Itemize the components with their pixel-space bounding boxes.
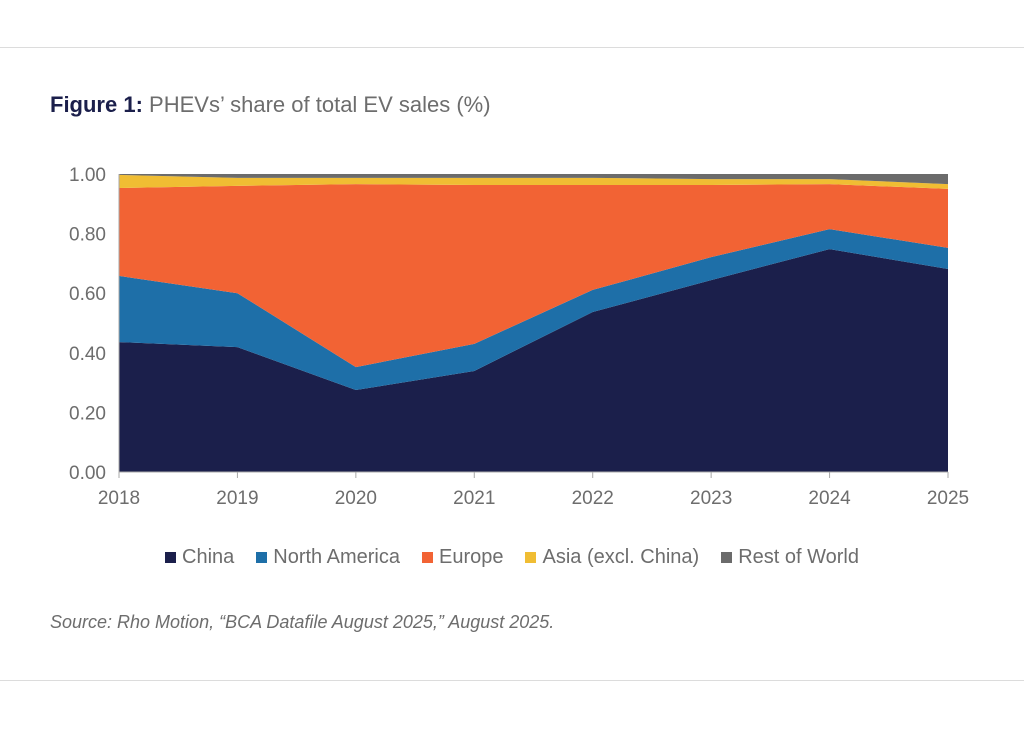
area-europe: [119, 184, 948, 368]
legend-swatch: [421, 552, 433, 563]
legend-swatch: [165, 552, 176, 563]
legend-label: North America: [273, 546, 400, 568]
legend-swatch: [256, 552, 268, 563]
source-note: Source: Rho Motion, “BCA Datafile August…: [50, 612, 555, 632]
area-asia-excl-china: [119, 174, 948, 189]
legend-item: Europe: [421, 546, 504, 569]
x-tick-label: 2018: [98, 488, 140, 509]
x-tick-label: 2022: [572, 488, 614, 509]
y-tick-label: 1.00: [69, 165, 106, 186]
x-tick-label: 2019: [216, 488, 258, 509]
axes: [118, 174, 948, 473]
legend: China North America Europe Asia (excl. Chin…: [0, 546, 1024, 569]
top-divider: [0, 47, 1024, 48]
x-axis-ticks: 2018 2019 2020 2021 2022 2023 2024 2025: [98, 472, 969, 509]
y-tick-label: 0.20: [69, 403, 106, 424]
figure-label: Figure 1:: [50, 92, 143, 117]
area-rest-of-world: [119, 174, 948, 185]
figure-title-text: PHEVs’ share of total EV sales (%): [149, 92, 491, 117]
series-areas: [119, 174, 948, 472]
legend-item: China: [165, 546, 234, 569]
legend-swatch: [525, 552, 537, 563]
y-tick-label: 0.60: [69, 284, 106, 305]
y-axis-ticks: 0.00 0.20 0.40 0.60 0.80 1.00: [69, 165, 106, 484]
legend-label: China: [182, 546, 235, 568]
legend-label: Asia (excl. China): [542, 546, 700, 568]
legend-label: Rest of World: [738, 546, 859, 568]
bottom-divider: [0, 680, 1024, 681]
x-tick-label: 2024: [808, 488, 851, 509]
y-tick-label: 0.40: [69, 344, 106, 365]
legend-label: Europe: [438, 546, 504, 568]
stacked-area-chart: 0.00 0.20 0.40 0.60 0.80 1.00 2018 2019 2020 202…: [69, 165, 969, 509]
legend-item: Rest of World: [721, 546, 859, 569]
legend-item: Asia (excl. China): [525, 546, 699, 569]
x-tick-label: 2025: [927, 488, 969, 509]
legend-swatch: [721, 552, 733, 563]
area-north-america: [119, 229, 948, 391]
x-tick-label: 2021: [453, 488, 495, 509]
x-tick-label: 2023: [690, 488, 732, 509]
legend-item: North America: [256, 546, 400, 569]
y-tick-label: 0.00: [69, 463, 106, 484]
y-tick-label: 0.80: [69, 225, 106, 246]
x-tick-label: 2020: [335, 488, 377, 509]
figure-title: Figure 1: PHEVs’ share of total EV sales…: [50, 92, 491, 118]
area-china: [119, 249, 948, 472]
